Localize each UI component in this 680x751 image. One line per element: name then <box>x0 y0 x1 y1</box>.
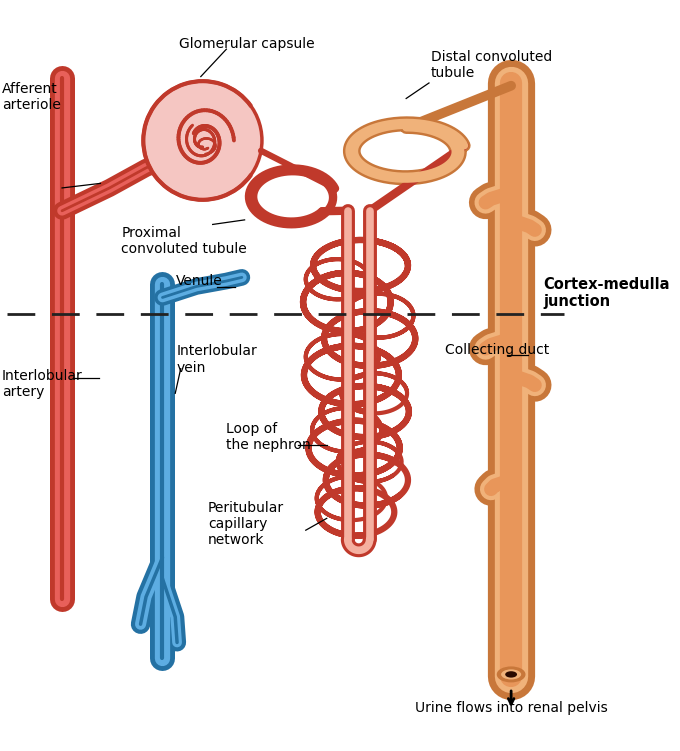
Text: Venule: Venule <box>176 274 223 288</box>
Text: Collecting duct: Collecting duct <box>445 343 549 357</box>
Text: Afferent
arteriole: Afferent arteriole <box>2 82 61 112</box>
Text: Interlobular
artery: Interlobular artery <box>2 369 82 400</box>
Text: Interlobular
vein: Interlobular vein <box>176 345 257 375</box>
Text: Peritubular
capillary
network: Peritubular capillary network <box>208 501 284 547</box>
Circle shape <box>143 81 262 200</box>
Text: Proximal
convoluted tubule: Proximal convoluted tubule <box>122 226 247 256</box>
Ellipse shape <box>501 669 521 680</box>
Text: Loop of
the nephron: Loop of the nephron <box>226 422 311 452</box>
Text: Glomerular capsule: Glomerular capsule <box>179 38 314 51</box>
Text: Urine flows into renal pelvis: Urine flows into renal pelvis <box>415 701 607 716</box>
Text: Cortex-medulla
junction: Cortex-medulla junction <box>543 276 670 309</box>
Ellipse shape <box>505 671 517 677</box>
Ellipse shape <box>498 667 525 682</box>
Text: Distal convoluted
tubule: Distal convoluted tubule <box>431 50 552 80</box>
